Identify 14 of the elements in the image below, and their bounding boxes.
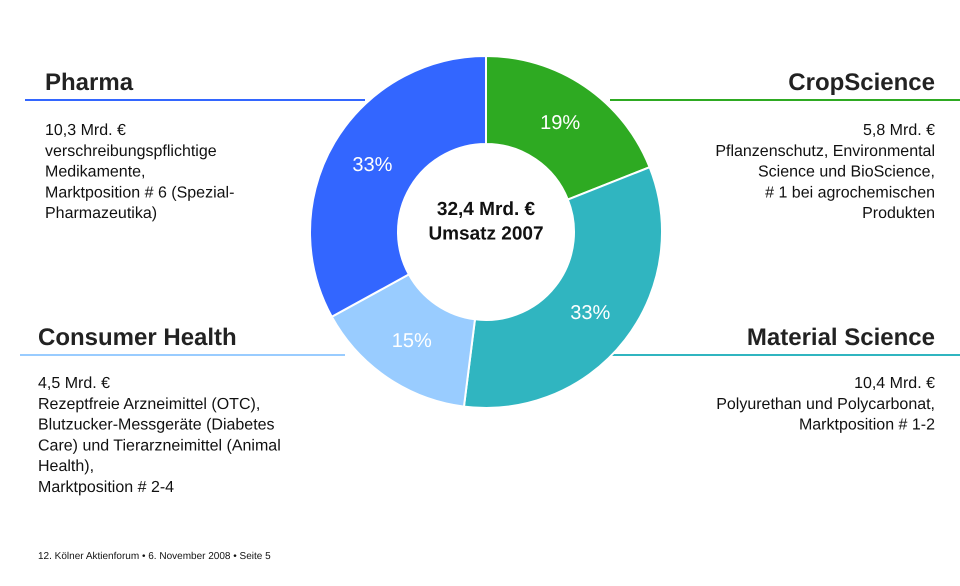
slice-label: Pharma: [45, 69, 134, 96]
data-label: 19%: [540, 112, 580, 134]
slice-label: CropScience: [788, 69, 935, 96]
text: 10,4 Mrd. € Polyurethan und Polycarbonat, Marktposition # 1-2: [716, 375, 936, 434]
text: 32,4 Mrd. € Umsatz 2007: [428, 199, 544, 245]
data-label: 15%: [392, 330, 432, 352]
data-label: 33%: [570, 302, 611, 324]
text: 12. Kölner Aktienforum • 6. November 2008 • Seite 5: [38, 551, 272, 562]
text: 5,8 Mrd. € Pflanzenschutz, Environmental Science und BioScience, # 1 bei agrochemischen Produkten: [715, 122, 936, 222]
data-label: 33%: [352, 154, 393, 176]
text: 10,3 Mrd. € verschreibungspflichtige Medikamente, Marktposition # 6 (Spezial- Pharmazeutika): [45, 122, 234, 222]
slice-label: Consumer Health: [38, 324, 237, 351]
slice-label: Material Science: [746, 324, 935, 351]
text: 4,5 Mrd. € Rezeptfreie Arzneimittel (OTC), Blutzucker-Messgeräte (Diabetes Care) und Tierarzneimittel (Animal Health), Marktposition # 2-4: [38, 375, 281, 496]
